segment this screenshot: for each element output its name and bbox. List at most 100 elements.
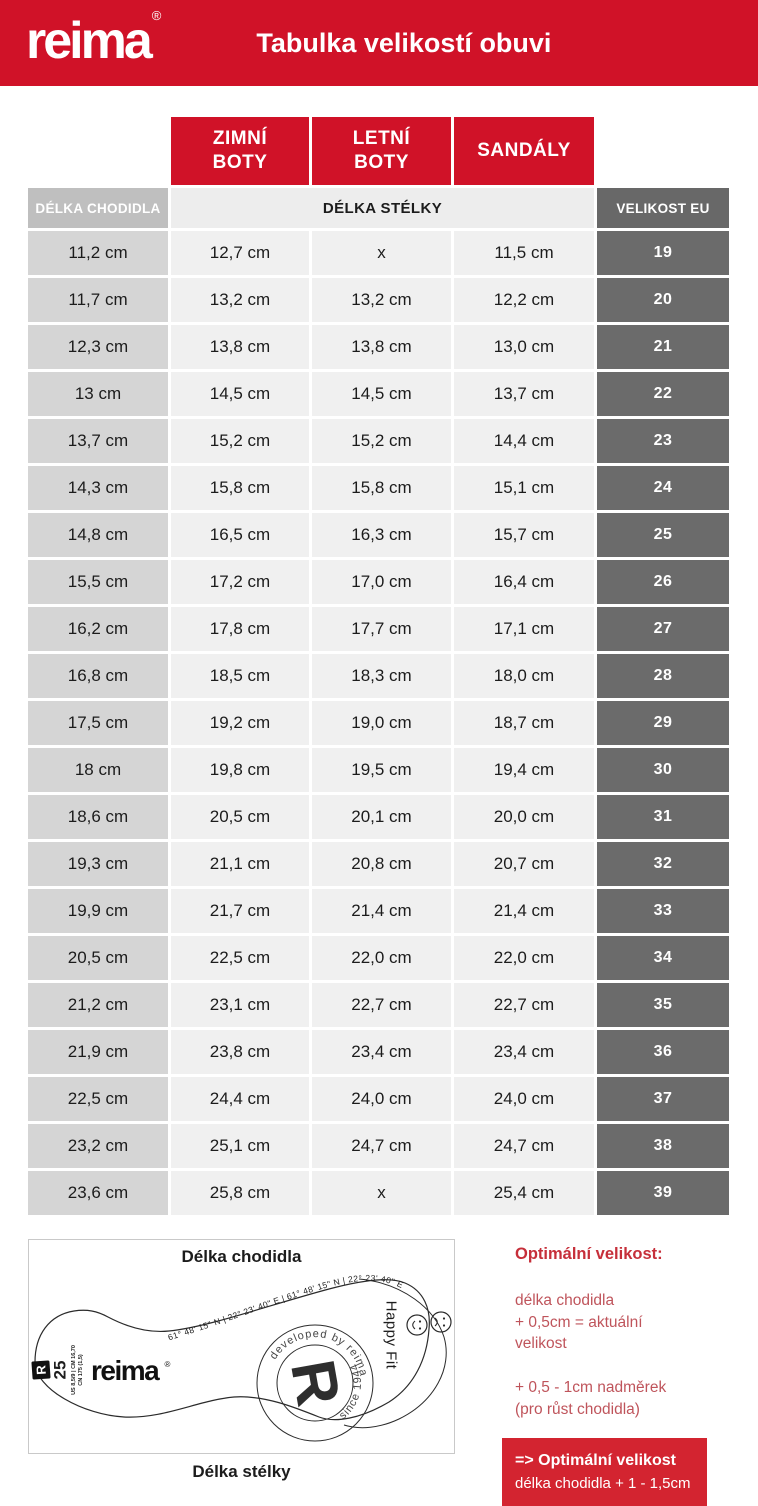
cell-size-eu: 39 (597, 1171, 729, 1215)
bottom-section: Délka chodidla 61° (28, 1239, 758, 1506)
insole-outer-edge (343, 1278, 447, 1429)
cell-foot-length: 13 cm (28, 372, 168, 416)
cell-sandals: 18,0 cm (454, 654, 594, 698)
cell-foot-length: 13,7 cm (28, 419, 168, 463)
cell-winter-boots: 15,2 cm (171, 419, 309, 463)
happy-fit-label: Happy Fit (383, 1301, 400, 1370)
cell-winter-boots: 12,7 cm (171, 231, 309, 275)
cell-size-eu: 38 (597, 1124, 729, 1168)
svg-text:61° 48' 15" N | 22° 23' 40": 61° 48' 15" N | 22° 23' 40" E | 61° 48' … (167, 1273, 406, 1342)
cell-sandals: 24,7 cm (454, 1124, 594, 1168)
cell-winter-boots: 25,1 cm (171, 1124, 309, 1168)
cell-sandals: 19,4 cm (454, 748, 594, 792)
cell-summer-boots: 21,4 cm (312, 889, 451, 933)
cell-winter-boots: 23,1 cm (171, 983, 309, 1027)
optimal-size-heading: Optimální velikost: (515, 1245, 663, 1263)
cell-summer-boots: 19,5 cm (312, 748, 451, 792)
cell-summer-boots: 20,1 cm (312, 795, 451, 839)
cell-summer-boots: 24,0 cm (312, 1077, 451, 1121)
cell-sandals: 20,0 cm (454, 795, 594, 839)
cell-size-eu: 23 (597, 419, 729, 463)
column-header-winter-boots: ZIMNÍ BOTY (171, 117, 309, 185)
cell-winter-boots: 19,8 cm (171, 748, 309, 792)
cell-sandals: 21,4 cm (454, 889, 594, 933)
cell-size-eu: 27 (597, 607, 729, 651)
gps-coordinates-text: 61° 48' 15" N | 22° 23' 40" E | 61° 48' … (167, 1273, 405, 1342)
cell-winter-boots: 23,8 cm (171, 1030, 309, 1074)
stamp-outer-circle (256, 1324, 374, 1442)
cell-size-eu: 22 (597, 372, 729, 416)
cell-winter-boots: 22,5 cm (171, 936, 309, 980)
cell-summer-boots: 18,3 cm (312, 654, 451, 698)
cell-foot-length: 16,8 cm (28, 654, 168, 698)
cell-foot-length: 15,5 cm (28, 560, 168, 604)
insole-reima-logo-text: reima (91, 1355, 160, 1386)
cell-size-eu: 32 (597, 842, 729, 886)
reima-logo-text: reima (26, 12, 153, 70)
cell-winter-boots: 17,8 cm (171, 607, 309, 651)
cell-summer-boots: 15,8 cm (312, 466, 451, 510)
cell-summer-boots: 22,0 cm (312, 936, 451, 980)
insole-outline (34, 1279, 430, 1421)
cell-winter-boots: 21,7 cm (171, 889, 309, 933)
cell-size-eu: 34 (597, 936, 729, 980)
cell-foot-length: 16,2 cm (28, 607, 168, 651)
cell-summer-boots: 15,2 cm (312, 419, 451, 463)
cell-foot-length: 14,3 cm (28, 466, 168, 510)
cell-winter-boots: 24,4 cm (171, 1077, 309, 1121)
cell-foot-length: 23,6 cm (28, 1171, 168, 1215)
insole-diagram: Délka chodidla 61° (28, 1239, 457, 1506)
cell-sandals: 17,1 cm (454, 607, 594, 651)
cell-sandals: 12,2 cm (454, 278, 594, 322)
happy-face-icon (406, 1314, 428, 1336)
cell-winter-boots: 14,5 cm (171, 372, 309, 416)
column-header-summer-boots: LETNÍ BOTY (312, 117, 451, 185)
heel-logo-letter: R (33, 1364, 49, 1375)
cell-size-eu: 21 (597, 325, 729, 369)
cell-size-eu: 24 (597, 466, 729, 510)
cell-size-eu: 36 (597, 1030, 729, 1074)
stamp-letter-r: R (277, 1355, 353, 1411)
callout-line-1: => Optimální velikost (515, 1452, 676, 1470)
page-title: Tabulka velikostí obuvi (256, 27, 552, 58)
cell-sandals: 16,4 cm (454, 560, 594, 604)
subheader-size-eu: VELIKOST EU (597, 188, 729, 228)
cell-foot-length: 11,7 cm (28, 278, 168, 322)
heel-small-text-2: CN 175 (1,5) (78, 1354, 84, 1386)
cell-winter-boots: 19,2 cm (171, 701, 309, 745)
cell-sandals: 24,0 cm (454, 1077, 594, 1121)
cell-size-eu: 26 (597, 560, 729, 604)
cell-sandals: 15,7 cm (454, 513, 594, 557)
cell-summer-boots: 24,7 cm (312, 1124, 451, 1168)
cell-foot-length: 12,3 cm (28, 325, 168, 369)
insole-illustration: 61° 48' 15" N | 22° 23' 40" E | 61° 48' … (31, 1273, 452, 1442)
cell-foot-length: 18 cm (28, 748, 168, 792)
cell-foot-length: 23,2 cm (28, 1124, 168, 1168)
cell-foot-length: 20,5 cm (28, 936, 168, 980)
cell-foot-length: 14,8 cm (28, 513, 168, 557)
insole-reima-logo: reima ® (91, 1355, 171, 1386)
subheader-insole-length: DÉLKA STÉLKY (171, 188, 594, 228)
cell-size-eu: 25 (597, 513, 729, 557)
cell-size-eu: 33 (597, 889, 729, 933)
cell-sandals: 14,4 cm (454, 419, 594, 463)
spacer (597, 117, 729, 185)
sizing-info: Optimální velikost: délka chodidla + 0,5… (502, 1239, 714, 1506)
insole-registered-mark: ® (165, 1360, 171, 1369)
heel-small-text-1: US 8,5/9 | CM 16,70 (71, 1345, 77, 1395)
foot-length-label: Délka chodidla (181, 1247, 302, 1266)
cell-size-eu: 31 (597, 795, 729, 839)
callout-line-2: délka chodidla + 1 - 1,5cm (515, 1474, 691, 1492)
cell-size-eu: 37 (597, 1077, 729, 1121)
cell-size-eu: 19 (597, 231, 729, 275)
stamp-inner-circle (276, 1344, 354, 1422)
cell-sandals: 13,0 cm (454, 325, 594, 369)
reima-logo: reima ® (26, 9, 161, 70)
cell-summer-boots: 14,5 cm (312, 372, 451, 416)
cell-sandals: 15,1 cm (454, 466, 594, 510)
heel-size-number: 25 (51, 1361, 70, 1380)
sizing-rule-1: délka chodidla + 0,5cm = aktuální veliko… (515, 1292, 643, 1353)
cell-winter-boots: 15,8 cm (171, 466, 309, 510)
cell-sandals: 13,7 cm (454, 372, 594, 416)
cell-summer-boots: 22,7 cm (312, 983, 451, 1027)
